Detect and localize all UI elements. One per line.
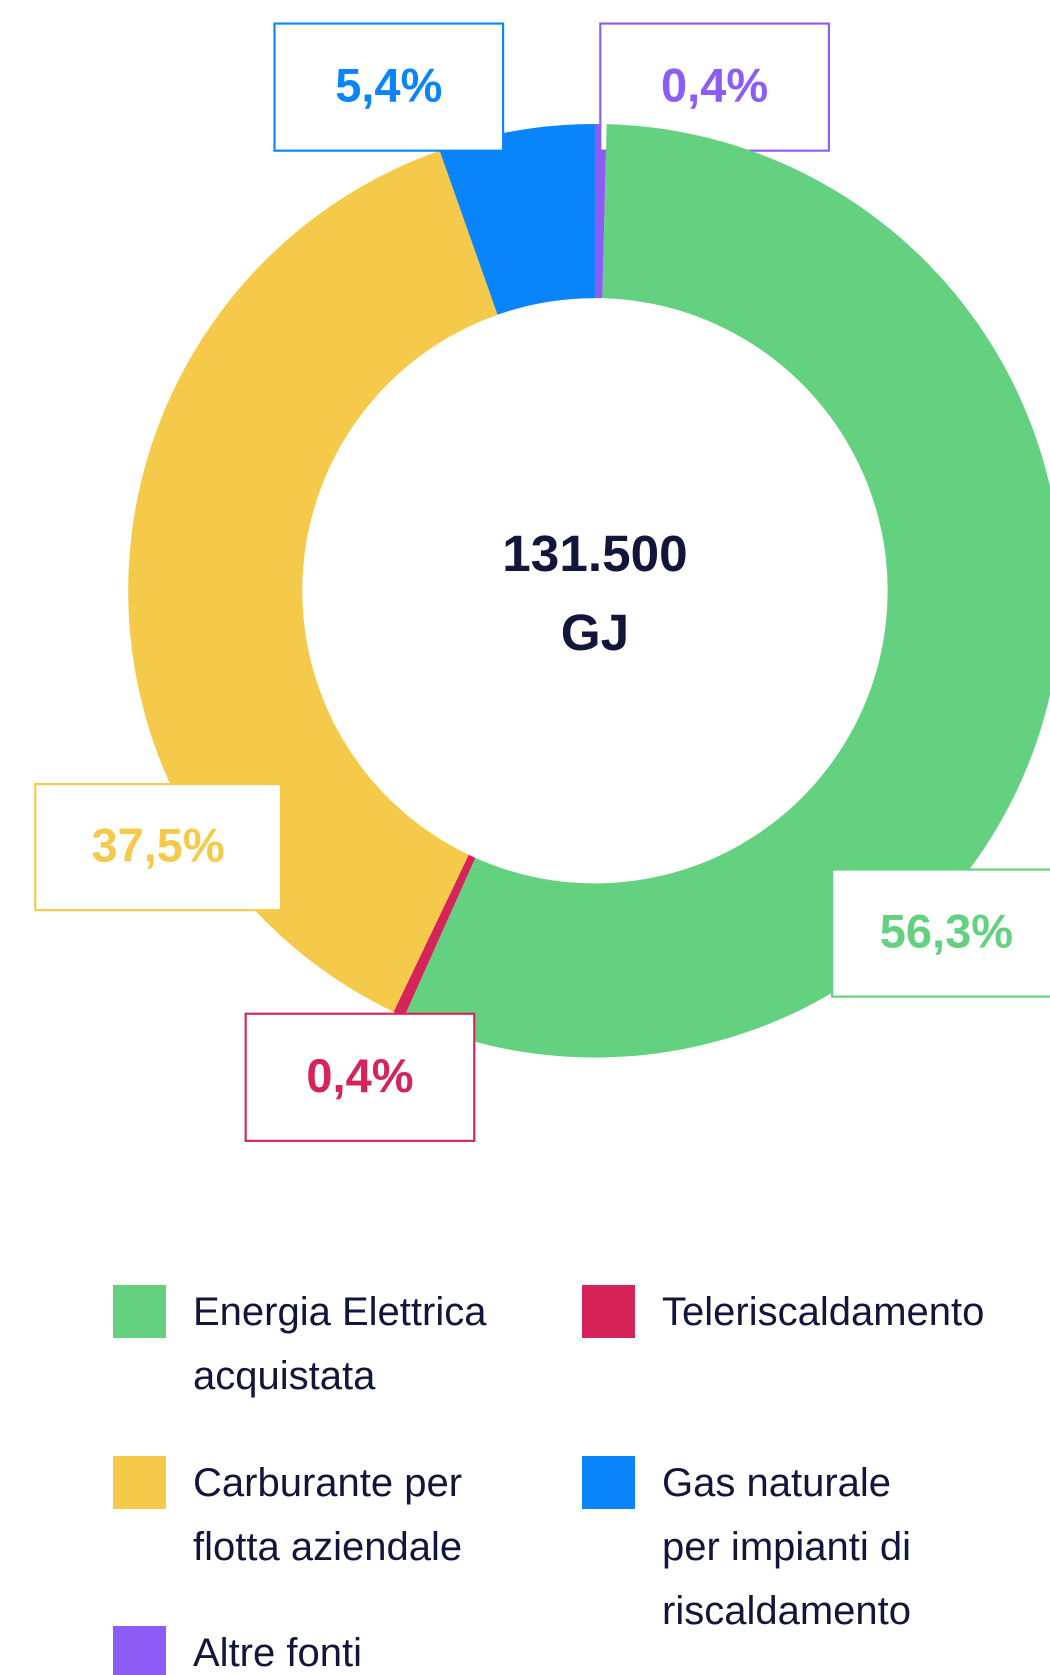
value-label: 0,4% <box>306 1049 413 1102</box>
legend-swatch <box>582 1456 635 1509</box>
legend-swatch <box>113 1285 166 1338</box>
donut-slice <box>594 123 607 299</box>
value-label: 5,4% <box>335 59 442 112</box>
donut-slice <box>439 123 595 315</box>
legend-label: Energia Elettrica acquistata <box>193 1290 487 1398</box>
legend-swatch <box>582 1285 635 1338</box>
value-label: 0,4% <box>661 59 768 112</box>
legend-swatch <box>113 1626 166 1675</box>
legend-item: Altre fonti <box>113 1626 523 1675</box>
legend-label: Altre fonti <box>193 1631 362 1675</box>
legend-label: Gas naturale per impianti di riscaldamen… <box>662 1461 912 1633</box>
donut-slice <box>404 124 1050 1058</box>
label-box <box>244 1012 476 1142</box>
value-label: 37,5% <box>91 819 224 872</box>
center-unit: GJ <box>561 604 629 661</box>
legend-swatch <box>113 1456 166 1509</box>
legend-item: Carburante per flotta aziendale <box>113 1456 523 1579</box>
label-box <box>34 783 282 912</box>
legend-label: Teleriscaldamento <box>662 1290 985 1334</box>
legend-item: Gas naturale per impianti di riscaldamen… <box>582 1456 922 1643</box>
label-box <box>273 22 505 152</box>
legend-label: Carburante per flotta aziendale <box>193 1461 463 1569</box>
value-label: 56,3% <box>880 905 1013 958</box>
donut-slice <box>393 854 476 1017</box>
legend-item: Energia Elettrica acquistata <box>113 1285 523 1408</box>
center-total: 131.500 <box>502 525 687 582</box>
label-box <box>831 868 1050 998</box>
legend-item: Teleriscaldamento <box>582 1285 984 1344</box>
